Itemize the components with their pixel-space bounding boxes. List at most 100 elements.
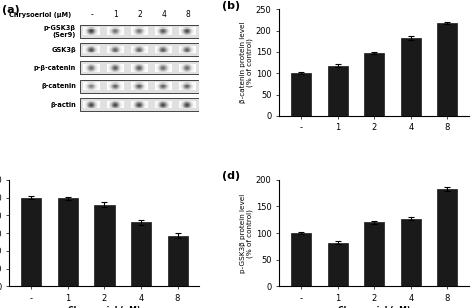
Point xyxy=(164,103,172,108)
Point xyxy=(155,86,162,91)
Point xyxy=(165,103,173,108)
Point xyxy=(158,62,166,67)
Point xyxy=(190,47,197,52)
Point xyxy=(86,66,93,71)
Point xyxy=(161,80,169,85)
Point xyxy=(128,86,136,91)
Point xyxy=(129,87,137,92)
Point xyxy=(176,84,184,89)
Point xyxy=(178,26,186,30)
Point xyxy=(134,69,141,74)
Point xyxy=(113,102,120,107)
Point xyxy=(166,29,174,34)
Point xyxy=(132,102,139,107)
Point xyxy=(157,86,165,91)
Point xyxy=(132,85,140,90)
Point xyxy=(190,64,197,69)
Point xyxy=(180,81,188,86)
Point xyxy=(111,80,118,85)
Point xyxy=(155,100,162,105)
Point xyxy=(110,47,118,51)
Point xyxy=(105,99,112,104)
Point xyxy=(108,104,116,109)
Point xyxy=(89,99,97,104)
Point xyxy=(162,62,170,67)
Point xyxy=(136,50,143,55)
Point xyxy=(159,83,167,88)
Point xyxy=(132,64,139,69)
Point xyxy=(164,68,172,73)
Point xyxy=(91,30,99,35)
Point xyxy=(163,65,170,70)
Point xyxy=(115,67,122,72)
Point xyxy=(155,32,162,37)
Point xyxy=(153,62,160,67)
Point xyxy=(88,85,95,90)
Point xyxy=(159,31,167,36)
Point xyxy=(84,103,91,108)
Point xyxy=(188,86,196,91)
Point xyxy=(185,67,193,72)
Point xyxy=(94,81,102,86)
Point xyxy=(81,100,88,105)
Point xyxy=(118,67,126,72)
Point xyxy=(129,30,137,35)
Point xyxy=(83,48,91,53)
Point xyxy=(135,45,143,50)
Point xyxy=(188,45,196,50)
Point xyxy=(112,27,119,32)
Point xyxy=(143,86,151,91)
Point xyxy=(104,64,112,69)
Point xyxy=(157,104,164,109)
Point xyxy=(183,46,191,51)
Point xyxy=(180,85,187,90)
Point xyxy=(155,87,163,92)
Point xyxy=(116,27,123,32)
Point xyxy=(83,83,91,88)
Point xyxy=(167,105,175,110)
Point xyxy=(158,105,166,110)
Point xyxy=(131,85,138,90)
Point xyxy=(143,64,150,69)
Point xyxy=(104,104,112,109)
Point xyxy=(185,87,193,92)
Point xyxy=(179,50,187,55)
Point xyxy=(113,81,121,86)
Point xyxy=(154,101,162,106)
Point xyxy=(133,28,141,33)
Point xyxy=(166,66,174,71)
Point xyxy=(137,26,145,31)
Point xyxy=(111,49,118,54)
Point xyxy=(88,67,95,72)
Point xyxy=(130,45,138,50)
Point xyxy=(183,87,191,92)
Point xyxy=(118,63,125,68)
Point xyxy=(82,26,89,31)
Point xyxy=(92,30,100,35)
Point xyxy=(135,65,143,70)
Point xyxy=(188,103,196,108)
Point xyxy=(167,82,175,87)
Point xyxy=(187,102,195,107)
Point xyxy=(141,47,148,52)
Point xyxy=(85,44,93,49)
Point xyxy=(117,67,125,72)
Point xyxy=(82,49,90,54)
Point xyxy=(178,65,186,70)
Point xyxy=(188,66,196,71)
Point xyxy=(104,84,112,89)
Point xyxy=(133,68,140,73)
Point xyxy=(118,26,126,31)
Point xyxy=(81,105,89,110)
Point xyxy=(111,84,119,89)
Point xyxy=(108,64,115,69)
Point xyxy=(161,27,168,32)
Point xyxy=(140,29,148,34)
Point xyxy=(104,87,112,92)
Point xyxy=(136,86,143,91)
Point xyxy=(104,63,112,68)
Point xyxy=(83,66,91,71)
Point xyxy=(129,47,137,51)
Point xyxy=(191,100,199,105)
Point xyxy=(140,102,148,107)
